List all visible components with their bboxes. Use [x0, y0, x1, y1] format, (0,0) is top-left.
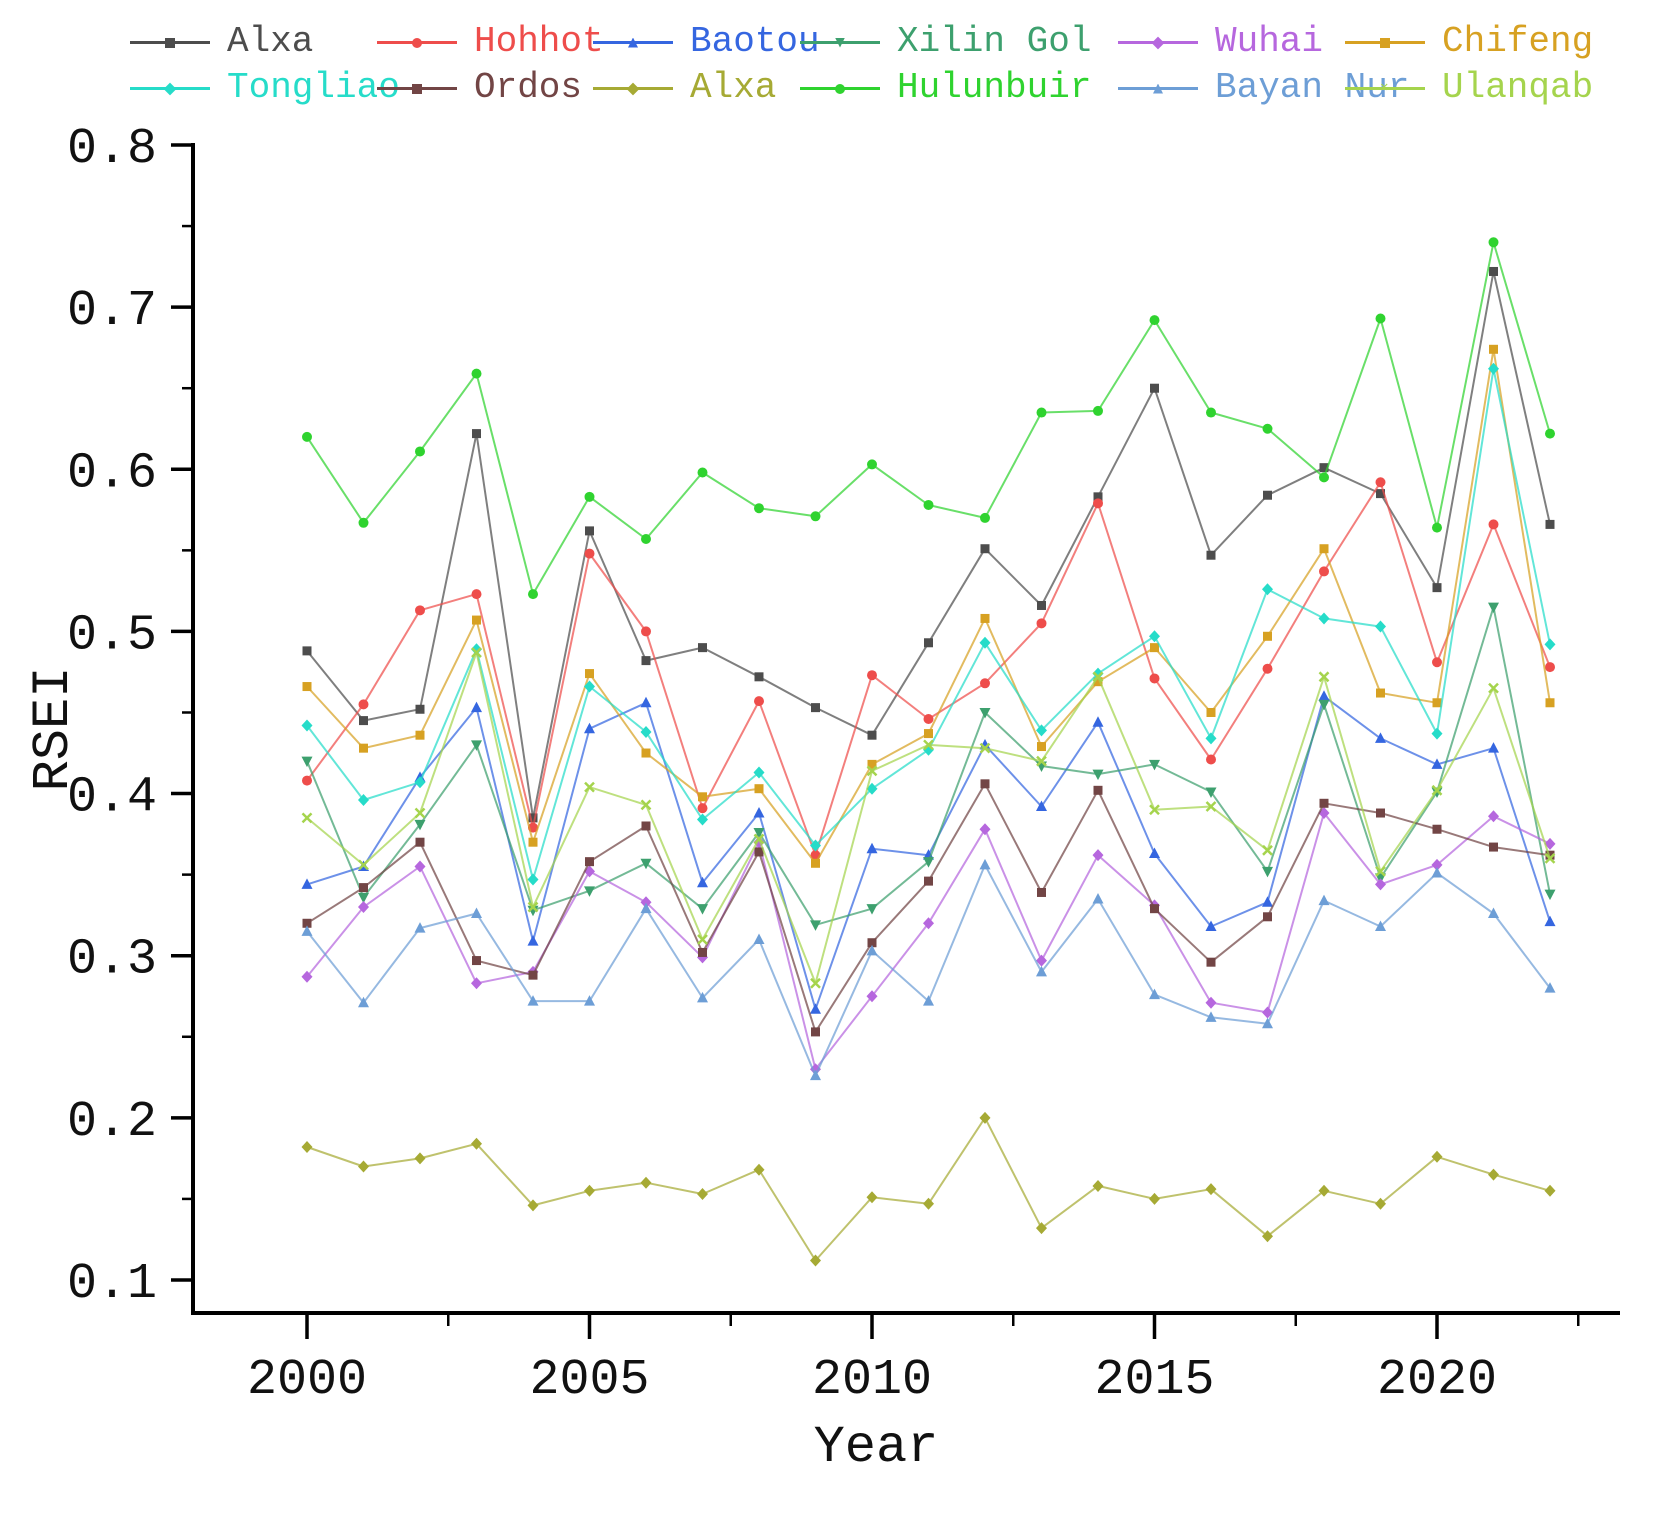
circle-marker-icon: [835, 83, 845, 94]
legend-item-0-alxa: Alxa: [130, 22, 313, 62]
x-tick-label: 2010: [812, 1352, 932, 1409]
legend-item-6-tongliao: Tongliao: [130, 68, 400, 108]
series-3-xilin-gol: [301, 602, 1556, 931]
legend-label: Alxa: [690, 67, 777, 108]
y-tick-label: 0.6: [67, 445, 157, 502]
legend-label: Chifeng: [1442, 21, 1594, 62]
series-line: [306, 348, 1551, 865]
series-0-alxa: [302, 266, 1555, 823]
legend-label: Tongliao: [227, 67, 400, 108]
x-axis-label: Year: [813, 1418, 939, 1477]
series-line: [306, 241, 1551, 596]
legend-line-sample: [377, 37, 457, 48]
series-line: [306, 651, 1551, 985]
legend-item-5-chifeng: Chifeng: [1345, 22, 1593, 62]
legend-line-sample: [1345, 37, 1425, 48]
legend-label: Ulanqab: [1442, 67, 1594, 108]
y-tick-label: 0.8: [67, 121, 157, 178]
circle-marker-icon: [412, 37, 422, 48]
series-6-tongliao: [301, 362, 1556, 886]
legend-label: Alxa: [227, 21, 314, 62]
x-tick-label: 2005: [529, 1352, 649, 1409]
legend-line-sample: [1118, 36, 1198, 49]
legend-line-sample: [800, 37, 880, 48]
square-marker-icon: [165, 37, 175, 48]
legend-line-sample: [593, 37, 673, 48]
square-marker-icon: [412, 83, 422, 94]
legend-line-sample: ✕: [1345, 81, 1425, 95]
y-tick-label: 0.3: [67, 932, 157, 989]
series-line: [306, 782, 1551, 1033]
legend-line-sample: [1118, 83, 1198, 94]
x-tick-label: 2020: [1377, 1352, 1497, 1409]
series-11-ulanqab: [301, 647, 1556, 989]
legend-line-sample: [800, 83, 880, 94]
y-tick-label: 0.4: [67, 770, 157, 827]
series-5-chifeng: [302, 344, 1555, 868]
series-line: [306, 1116, 1551, 1262]
y-tick-label: 0.1: [67, 1256, 157, 1313]
legend-label: Ordos: [474, 67, 583, 108]
series-9-hulunbuir: [302, 237, 1555, 600]
series-line: [306, 481, 1551, 857]
triangle-up-marker-icon: [628, 37, 638, 48]
legend-line-sample: [593, 82, 673, 95]
legend: Alxa Hohhot Baotou Xilin Gol Wuhai Chifeng Ton…: [0, 0, 1680, 120]
series-2-baotou: [301, 690, 1556, 1014]
legend-item-2-baotou: Baotou: [593, 22, 820, 62]
series-4-wuhai: [301, 807, 1556, 1076]
legend-label: Hulunbuir: [897, 67, 1092, 108]
series-10-bayan-nur: [301, 858, 1556, 1081]
cross-marker-icon: ✕: [1380, 79, 1389, 96]
series-1-hohhot: [302, 477, 1555, 861]
legend-label: Baotou: [690, 21, 820, 62]
legend-item-3-xilin-gol: Xilin Gol: [800, 22, 1091, 62]
triangle-up-marker-icon: [1153, 83, 1163, 94]
y-tick-label: 0.5: [67, 607, 157, 664]
y-tick-label: 0.7: [67, 283, 157, 340]
y-axis-label: RSEI: [24, 666, 83, 792]
legend-item-8-alxa: Alxa: [593, 68, 776, 108]
y-tick-label: 0.2: [67, 1094, 157, 1151]
series-8-alxa: [301, 1111, 1556, 1267]
legend-label: Hohhot: [474, 21, 604, 62]
legend-item-7-ordos: Ordos: [377, 68, 582, 108]
x-tick-label: 2000: [247, 1352, 367, 1409]
legend-label: Wuhai: [1215, 21, 1324, 62]
legend-line-sample: [377, 83, 457, 94]
triangle-down-marker-icon: [835, 37, 845, 48]
legend-line-sample: [130, 37, 210, 48]
legend-item-11-ulanqab: ✕ Ulanqab: [1345, 68, 1593, 108]
square-marker-icon: [1380, 37, 1390, 48]
legend-item-1-hohhot: Hohhot: [377, 22, 604, 62]
legend-label: Xilin Gol: [897, 21, 1092, 62]
legend-item-4-wuhai: Wuhai: [1118, 22, 1323, 62]
series-line: [306, 367, 1551, 881]
series-line: [306, 863, 1551, 1077]
x-tick-label: 2015: [1094, 1352, 1214, 1409]
legend-line-sample: [130, 82, 210, 95]
legend-item-9-hulunbuir: Hulunbuir: [800, 68, 1091, 108]
